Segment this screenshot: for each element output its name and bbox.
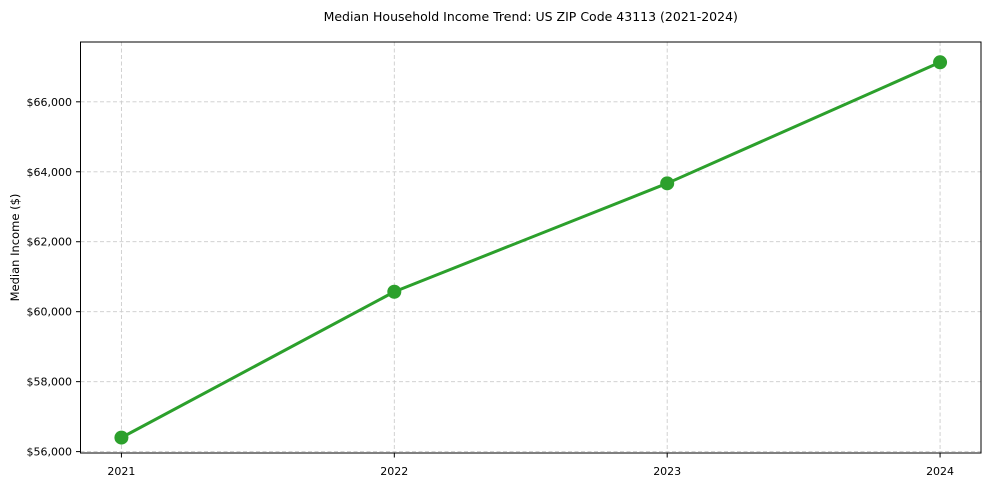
data-point-2021 bbox=[114, 430, 129, 445]
x-tick-label: 2022 bbox=[380, 465, 408, 478]
y-tick-label: $64,000 bbox=[27, 166, 73, 179]
y-tick-label: $58,000 bbox=[27, 376, 73, 389]
y-tick-label: $56,000 bbox=[27, 446, 73, 459]
y-tick-label: $60,000 bbox=[27, 306, 73, 319]
x-tick-label: 2023 bbox=[653, 465, 681, 478]
y-tick-label: $66,000 bbox=[27, 96, 73, 109]
data-point-2022 bbox=[387, 284, 402, 299]
data-point-2024 bbox=[933, 55, 948, 70]
x-tick-label: 2024 bbox=[926, 465, 954, 478]
y-tick-label: $62,000 bbox=[27, 236, 73, 249]
x-tick-label: 2021 bbox=[107, 465, 135, 478]
data-point-2023 bbox=[660, 176, 675, 191]
trend-line bbox=[119, 60, 942, 440]
y-axis-label: Median Income ($) bbox=[8, 194, 22, 302]
axes-border bbox=[80, 41, 982, 454]
chart-title: Median Household Income Trend: US ZIP Co… bbox=[324, 9, 738, 24]
plot-area: $56,000 $58,000 $60,000 $62,000 $64,000 $66,0… bbox=[27, 41, 982, 478]
